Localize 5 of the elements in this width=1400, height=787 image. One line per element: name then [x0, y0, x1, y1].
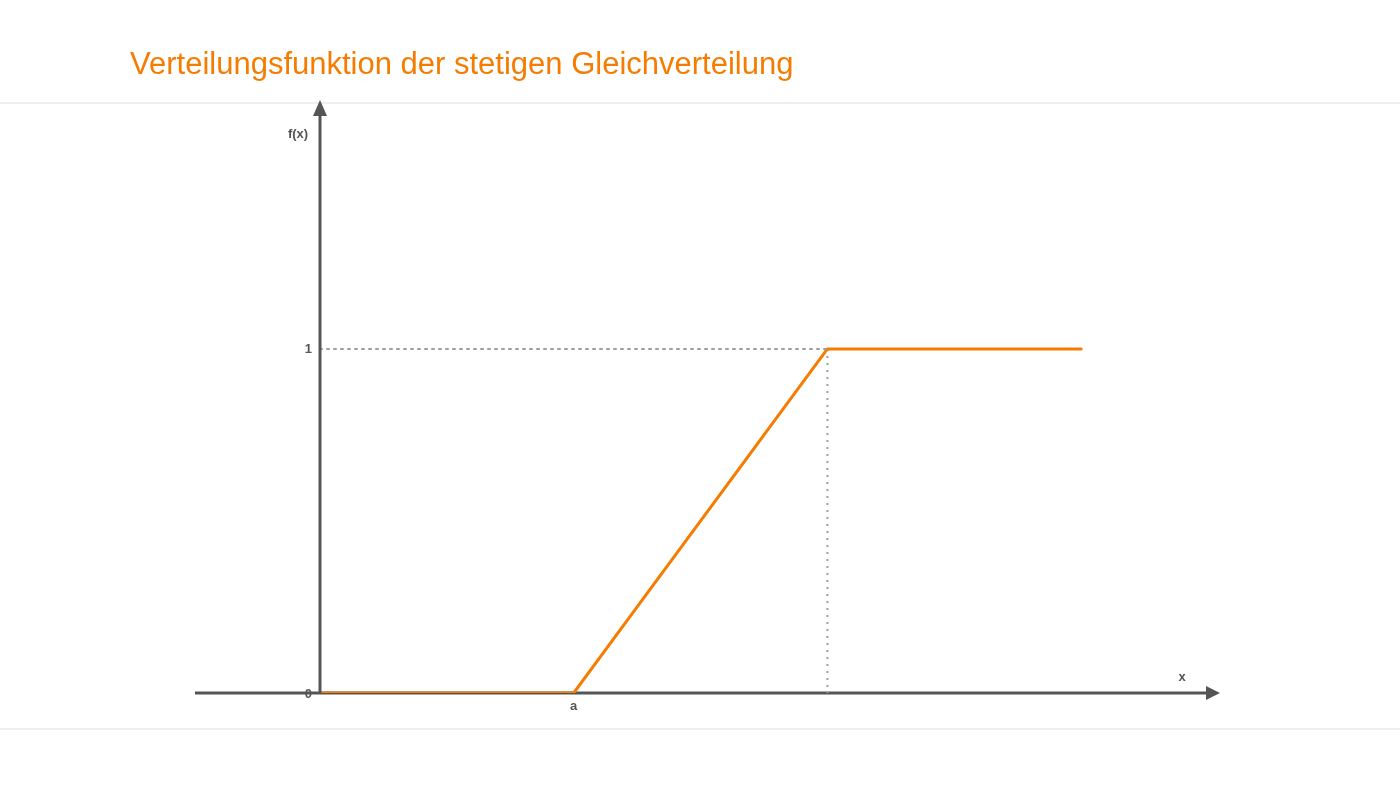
x-axis-title: x: [1178, 669, 1187, 684]
y-tick-label: 1: [304, 341, 312, 357]
y-axis-title: f(x): [287, 126, 309, 141]
x-tick-label: a: [570, 698, 579, 714]
chart-title: Verteilungsfunktion der stetigen Gleichverteilung: [130, 46, 794, 82]
